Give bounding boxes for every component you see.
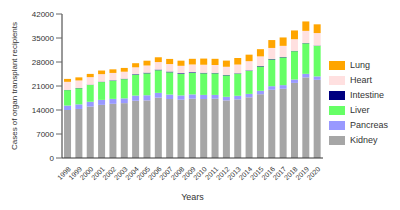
svg-text:2014: 2014 xyxy=(237,165,254,182)
svg-text:2015: 2015 xyxy=(248,165,265,182)
svg-text:28000: 28000 xyxy=(32,58,55,67)
svg-text:42000: 42000 xyxy=(32,10,55,19)
html-text:Heart: Heart xyxy=(350,75,372,85)
svg-text:2016: 2016 xyxy=(260,165,277,182)
svg-text:2020: 2020 xyxy=(306,165,322,181)
svg-text:2000: 2000 xyxy=(78,165,95,182)
svg-text:2005: 2005 xyxy=(135,165,152,182)
html-text:Lung: Lung xyxy=(350,60,370,70)
svg-text:2006: 2006 xyxy=(146,165,163,182)
svg-text:7000: 7000 xyxy=(36,130,54,139)
svg-text:2018: 2018 xyxy=(282,165,299,182)
svg-text:2001: 2001 xyxy=(90,165,106,182)
svg-text:2002: 2002 xyxy=(101,165,118,182)
svg-text:Cases of organ transplant reci: Cases of organ transplant recipients xyxy=(10,22,19,150)
html-text:Intestine: Intestine xyxy=(350,90,384,100)
svg-text:2003: 2003 xyxy=(112,165,129,182)
html-text:Pancreas: Pancreas xyxy=(350,120,388,130)
html-text:Liver: Liver xyxy=(350,105,370,115)
svg-text:2007: 2007 xyxy=(158,165,174,182)
svg-text:35000: 35000 xyxy=(32,34,55,43)
svg-text:14000: 14000 xyxy=(32,106,55,115)
svg-text:2011: 2011 xyxy=(203,165,220,181)
svg-text:1999: 1999 xyxy=(67,165,84,182)
svg-text:2012: 2012 xyxy=(214,165,231,182)
svg-text:2019: 2019 xyxy=(294,165,311,182)
svg-text:2010: 2010 xyxy=(192,165,209,182)
svg-text:2017: 2017 xyxy=(271,165,288,182)
svg-text:2013: 2013 xyxy=(226,165,243,182)
svg-text:2008: 2008 xyxy=(169,165,186,182)
svg-text:2004: 2004 xyxy=(124,165,140,182)
svg-text:2009: 2009 xyxy=(180,165,197,182)
svg-text:Years: Years xyxy=(181,192,204,202)
svg-text:21000: 21000 xyxy=(32,82,55,91)
svg-text:1998: 1998 xyxy=(55,165,72,182)
html-text:Kidney: Kidney xyxy=(350,135,378,145)
svg-text:0: 0 xyxy=(50,154,55,163)
